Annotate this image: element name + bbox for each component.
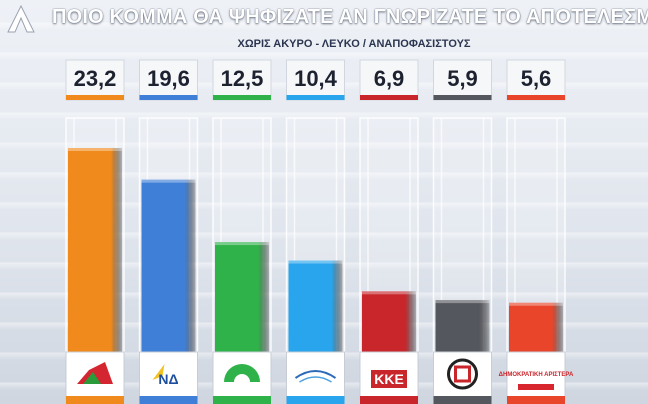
bar-top-cap (141, 179, 196, 183)
data-label: 5,9 (447, 66, 478, 91)
party-logo-text: ΝΔ (158, 371, 178, 387)
party-color-base (213, 396, 271, 404)
bar-top-cap (509, 302, 563, 306)
value-label-box (359, 59, 419, 101)
data-label: 12,5 (221, 66, 264, 91)
party-color-base (360, 396, 418, 404)
party-color-base (507, 396, 565, 404)
party-logo-icon: ΝΔ (152, 364, 179, 387)
value-label-stripe (286, 95, 345, 100)
bar (215, 242, 269, 352)
bar (435, 300, 490, 352)
party-logo-icon: ΚΚΕ (371, 370, 407, 388)
party-logo-icon (77, 362, 113, 384)
party-logo-icon (294, 370, 337, 383)
party-logo-tile (286, 351, 345, 401)
bar (141, 179, 196, 352)
data-label: 10,4 (294, 66, 338, 91)
data-label: 5,6 (521, 66, 552, 91)
bar (68, 148, 122, 352)
value-label-stripe (433, 95, 492, 100)
bar (362, 291, 416, 352)
party-color-base (66, 396, 124, 404)
bar-top-cap (68, 148, 122, 151)
party-logo-icon (447, 358, 478, 390)
channel-logo-icon (7, 4, 35, 33)
value-label-stripe (507, 95, 565, 100)
chart-subtitle: ΧΩΡΙΣ ΑΚΥΡΟ - ΛΕΥΚΟ / ΑΝΑΠΟΦΑΣΙΣΤΟΥΣ (237, 38, 471, 50)
party-color-base (433, 396, 492, 404)
bar-top-cap (362, 291, 416, 295)
bar-top-cap (435, 300, 490, 304)
bar (288, 260, 343, 352)
value-label-stripe (66, 95, 124, 100)
party-logo-text: ΔΗΜΟΚΡΑΤΙΚΗ ΑΡΙΣΤΕΡΑ (499, 372, 574, 378)
party-color-base (286, 396, 345, 404)
data-label: 23,2 (74, 66, 117, 91)
party-logo-icon: ΔΗΜΟΚΡΑΤΙΚΗ ΑΡΙΣΤΕΡΑ (499, 372, 574, 390)
bar-top-cap (215, 242, 269, 246)
party-logo-text: ΚΚΕ (374, 371, 404, 387)
bar-top-cap (288, 260, 343, 264)
value-label-stripe (213, 95, 271, 100)
data-label: 6,9 (374, 66, 405, 91)
value-label-stripe (360, 95, 418, 100)
party-logo-tile (139, 351, 198, 401)
value-label-stripe (139, 95, 198, 100)
value-label-box (139, 59, 198, 101)
bar (509, 302, 563, 352)
data-label: 19,6 (147, 66, 190, 91)
value-label-box (65, 59, 125, 101)
value-label-box (212, 59, 272, 101)
value-label-box (433, 59, 492, 101)
party-logo-icon (224, 364, 260, 390)
party-color-base (139, 396, 198, 404)
value-label-box (286, 59, 345, 101)
chart-title: ΠΟΙΟ ΚΟΜΜΑ ΘΑ ΨΗΦΙΖΑΤΕ ΑΝ ΓΝΩΡΙΖΑΤΕ ΤΟ Α… (52, 6, 648, 28)
